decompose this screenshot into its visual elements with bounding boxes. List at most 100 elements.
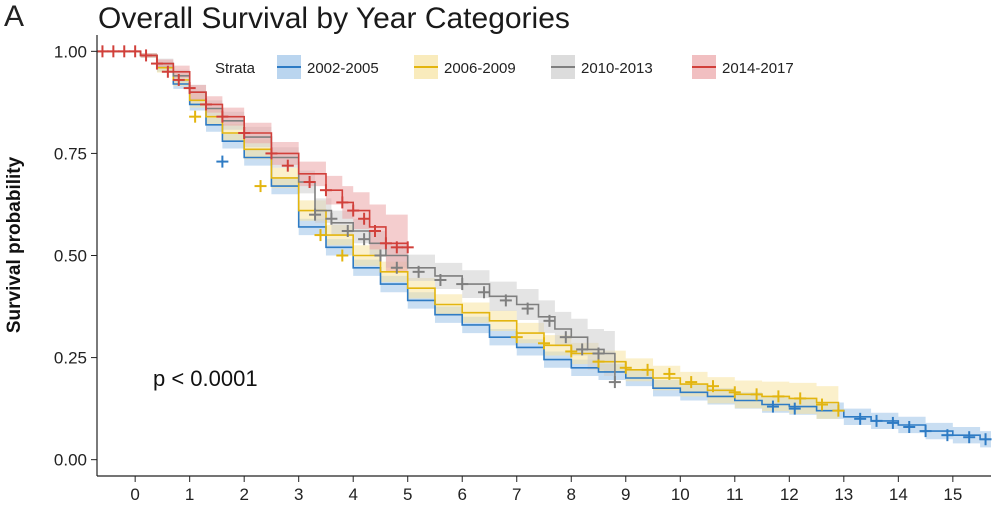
censor-mark-2014-2017: [129, 45, 142, 58]
legend-label-2010-2013: 2010-2013: [581, 60, 653, 77]
censor-mark-2014-2017: [281, 159, 294, 172]
censor-mark-2006-2009: [314, 229, 327, 242]
censor-mark-2002-2005: [766, 400, 779, 413]
censor-mark-2014-2017: [216, 110, 229, 123]
censor-mark-2010-2013: [325, 212, 338, 225]
band-2010-2013: [97, 51, 615, 417]
censor-mark-2006-2009: [189, 110, 202, 123]
legend-label-2002-2005: 2002-2005: [307, 60, 379, 77]
censor-mark-2010-2013: [456, 278, 469, 291]
censor-mark-2006-2009: [750, 388, 763, 401]
chart-title: Overall Survival by Year Categories: [98, 2, 570, 35]
curve-2014-2017: [97, 50, 409, 248]
censor-mark-2010-2013: [309, 208, 322, 221]
x-tick-label: 2: [239, 485, 248, 504]
x-tick-label: 12: [780, 485, 799, 504]
censor-mark-2014-2017: [140, 49, 153, 62]
censor-mark-2002-2005: [788, 402, 801, 415]
censor-mark-2010-2013: [390, 261, 403, 274]
p-value-annotation: p < 0.0001: [153, 366, 258, 391]
censor-mark-2010-2013: [341, 225, 354, 237]
censor-mark-2002-2005: [886, 416, 899, 429]
censor-mark-2006-2009: [663, 367, 676, 380]
censor-mark-2014-2017: [265, 147, 278, 160]
censor-mark-2010-2013: [499, 294, 512, 307]
x-tick-label: 8: [567, 485, 576, 504]
censor-mark-2010-2013: [559, 331, 572, 344]
censor-mark-2014-2017: [118, 45, 131, 58]
censor-mark-2010-2013: [358, 233, 371, 246]
censor-mark-2002-2005: [941, 429, 954, 442]
x-tick-label: 3: [294, 485, 303, 504]
censor-mark-2002-2005: [919, 425, 932, 438]
x-tick-label: 13: [834, 485, 853, 504]
y-tick-label: 0.75: [54, 144, 87, 163]
censor-mark-2006-2009: [832, 404, 845, 417]
censor-mark-2014-2017: [303, 176, 316, 188]
legend-label-2006-2009: 2006-2009: [444, 60, 516, 77]
y-axis-ticks: 0.00 0.25 0.50 0.75 1.00: [54, 42, 97, 470]
x-tick-label: 11: [726, 485, 744, 504]
x-axis-ticks: 0 1 2 3 4 5 6 7 8 9 10 11 12 13 14 15: [130, 476, 962, 504]
censor-mark-2010-2013: [374, 249, 387, 262]
censor-mark-2006-2009: [772, 390, 785, 403]
censor-mark-2006-2009: [565, 345, 578, 358]
censor-mark-2014-2017: [390, 241, 403, 254]
y-tick-label: 0.25: [54, 349, 87, 368]
censor-mark-2010-2013: [521, 302, 534, 315]
censor-mark-2014-2017: [238, 127, 251, 139]
censor-mark-2014-2017: [172, 73, 185, 86]
censor-mark-2006-2009: [538, 337, 550, 350]
x-tick-label: 7: [512, 485, 521, 504]
censor-mark-2006-2009: [685, 376, 698, 389]
censor-mark-2010-2013: [543, 314, 556, 327]
censor-mark-2014-2017: [401, 241, 414, 254]
censor-mark-2010-2013: [412, 265, 425, 278]
censor-mark-2002-2005: [870, 414, 883, 427]
censor-mark-2006-2009: [794, 392, 807, 405]
curve-2006-2009: [97, 50, 840, 411]
censor-mark-2006-2009: [336, 249, 349, 262]
censor-mark-2014-2017: [379, 237, 392, 250]
band-2006-2009: [97, 51, 839, 427]
legend-title: Strata: [215, 60, 256, 77]
x-tick-label: 14: [889, 485, 908, 504]
confidence-bands: [97, 51, 991, 448]
censor-mark-2014-2017: [96, 45, 109, 58]
censor-mark-2006-2009: [706, 380, 719, 393]
x-tick-label: 4: [348, 485, 357, 504]
censor-mark-2010-2013: [478, 286, 491, 299]
censor-mark-2002-2005: [216, 155, 229, 168]
censor-mark-2006-2009: [619, 361, 632, 374]
censor-marks: [96, 45, 992, 446]
legend-label-2014-2017: 2014-2017: [722, 60, 794, 77]
censor-mark-2006-2009: [728, 386, 741, 399]
x-tick-label: 0: [130, 485, 139, 504]
censor-mark-2014-2017: [161, 65, 174, 78]
censor-mark-2010-2013: [434, 274, 447, 286]
censor-mark-2002-2005: [963, 431, 976, 444]
censor-mark-2014-2017: [200, 98, 213, 111]
censor-mark-2006-2009: [816, 398, 829, 411]
censor-mark-2002-2005: [854, 412, 867, 425]
censor-mark-2014-2017: [319, 184, 332, 197]
y-tick-label: 0.00: [54, 451, 87, 470]
legend: Strata 2002-2005 2006-2009 2010-2013 2014-2…: [215, 55, 794, 79]
censor-mark-2014-2017: [183, 82, 196, 95]
x-tick-label: 5: [403, 485, 412, 504]
censor-mark-2002-2005: [903, 421, 916, 433]
censor-mark-2010-2013: [592, 347, 605, 360]
censor-mark-2010-2013: [608, 376, 621, 389]
censor-mark-2014-2017: [150, 57, 163, 70]
censor-mark-2006-2009: [254, 180, 267, 193]
x-tick-label: 10: [671, 485, 690, 504]
censor-mark-2014-2017: [369, 225, 382, 237]
y-tick-label: 0.50: [54, 247, 87, 266]
censor-mark-2002-2005: [979, 433, 992, 446]
censor-mark-2014-2017: [336, 196, 349, 209]
x-tick-label: 1: [185, 485, 194, 504]
censor-mark-2014-2017: [358, 212, 371, 225]
censor-mark-2006-2009: [510, 331, 523, 344]
x-tick-label: 9: [621, 485, 630, 504]
